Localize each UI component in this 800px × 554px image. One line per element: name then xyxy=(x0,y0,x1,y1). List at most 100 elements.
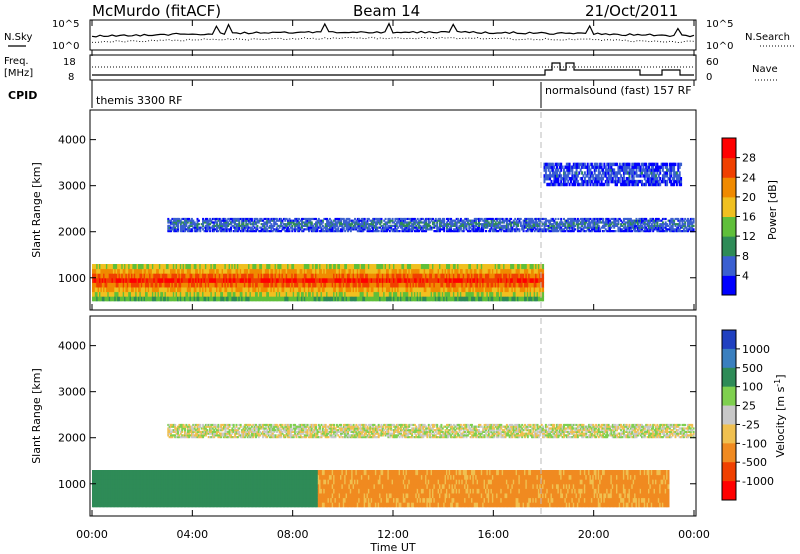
power-cell xyxy=(321,224,324,227)
power-cell xyxy=(551,174,554,178)
power-cell xyxy=(528,223,531,226)
power-cell xyxy=(475,228,478,231)
power-cell xyxy=(461,221,464,224)
power-cell xyxy=(567,174,570,178)
power-cell xyxy=(381,226,384,229)
power-cell xyxy=(479,282,482,288)
power-cell xyxy=(145,277,147,283)
power-cell xyxy=(525,226,528,229)
power-cell xyxy=(221,273,224,279)
power-cell xyxy=(296,291,299,297)
power-cell xyxy=(588,217,591,221)
power-cell xyxy=(412,282,415,288)
power-cell xyxy=(556,223,558,226)
power-cell xyxy=(441,224,444,227)
power-cell xyxy=(341,287,344,293)
power-cell xyxy=(507,230,510,233)
power-cell xyxy=(168,287,171,293)
power-cell xyxy=(334,219,337,222)
power-cell xyxy=(447,282,450,288)
power-cell xyxy=(666,223,669,226)
power-cell xyxy=(646,230,649,233)
power-cell xyxy=(227,221,230,224)
power-cell xyxy=(411,277,414,283)
power-cell xyxy=(147,282,150,288)
power-cell xyxy=(609,228,611,231)
power-cell xyxy=(497,282,500,288)
power-cell xyxy=(408,223,411,226)
power-cell xyxy=(243,226,246,229)
power-cell xyxy=(202,264,205,270)
power-cell xyxy=(381,230,384,233)
power-cell xyxy=(221,217,224,221)
power-cell xyxy=(299,226,302,229)
power-cell xyxy=(97,268,100,274)
power-cell xyxy=(239,282,242,288)
power-cell xyxy=(536,287,539,293)
power-cell xyxy=(376,223,379,226)
power-cell xyxy=(320,230,323,233)
power-cell xyxy=(197,219,200,222)
power-cell xyxy=(550,223,553,226)
power-cell xyxy=(242,282,245,288)
power-cell xyxy=(490,226,493,229)
power-cell xyxy=(473,228,476,231)
power-cell xyxy=(335,221,338,224)
power-cell xyxy=(317,217,320,221)
power-cell xyxy=(380,277,383,283)
power-cell xyxy=(206,228,209,231)
power-cell xyxy=(572,226,575,229)
power-cell xyxy=(250,228,253,231)
power-cell xyxy=(429,264,432,270)
power-cell xyxy=(688,226,691,229)
power-cell xyxy=(501,282,504,288)
power-cell xyxy=(239,230,242,233)
power-cell xyxy=(586,224,589,227)
power-cell xyxy=(334,228,337,231)
power-cell xyxy=(639,226,642,229)
power-cell xyxy=(487,224,490,227)
power-cell xyxy=(196,268,199,274)
power-cell xyxy=(401,296,404,302)
power-cell xyxy=(380,224,383,227)
power-cell xyxy=(613,219,616,222)
power-cell xyxy=(231,221,234,224)
power-cell xyxy=(427,282,430,288)
power-cell xyxy=(512,264,515,270)
power-cell xyxy=(554,226,557,229)
power-cell xyxy=(114,282,117,288)
power-cell xyxy=(262,273,264,279)
power-cell xyxy=(296,282,299,288)
power-cell xyxy=(650,228,653,231)
power-cell xyxy=(568,228,571,231)
power-cell xyxy=(370,277,373,283)
power-cell xyxy=(302,296,305,302)
power-cell xyxy=(395,217,398,221)
power-cell xyxy=(557,224,560,227)
power-cell xyxy=(581,224,584,227)
power-cell xyxy=(567,224,570,227)
power-cell xyxy=(235,291,238,297)
power-cell xyxy=(511,277,514,283)
power-cell xyxy=(501,226,504,229)
power-cell xyxy=(295,287,298,293)
power-cell xyxy=(143,273,146,279)
power-cell xyxy=(550,162,553,167)
power-cell xyxy=(351,221,354,224)
power-cell xyxy=(473,264,476,270)
power-cell xyxy=(285,287,288,293)
power-cell xyxy=(430,296,433,302)
power-cell xyxy=(239,296,242,302)
power-cell xyxy=(363,264,366,270)
power-cell xyxy=(348,287,351,293)
power-cell xyxy=(641,219,643,222)
power-cell xyxy=(485,277,487,283)
power-cell xyxy=(493,219,496,222)
power-cell xyxy=(556,165,558,169)
power-cell xyxy=(448,282,451,288)
power-cell xyxy=(182,268,185,274)
power-cell xyxy=(151,282,154,288)
power-cell xyxy=(415,291,418,297)
power-cell xyxy=(99,277,101,283)
power-cell xyxy=(182,291,185,297)
